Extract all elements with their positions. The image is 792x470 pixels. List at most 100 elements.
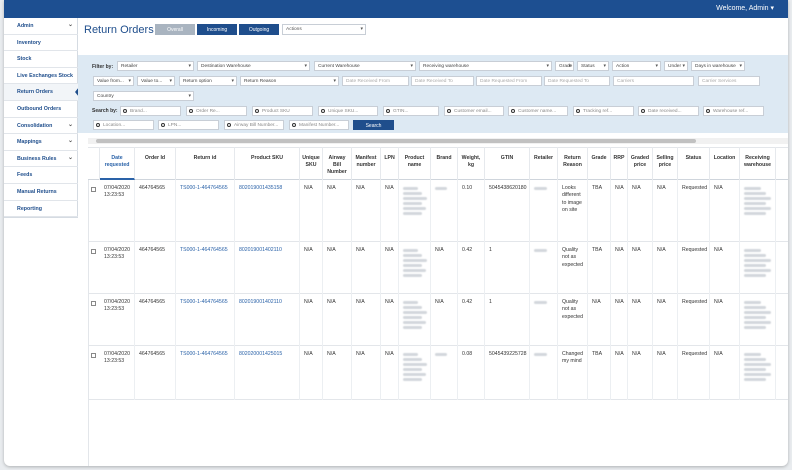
column-header[interactable]: Product SKU bbox=[235, 147, 300, 180]
column-header[interactable]: Manifest number bbox=[352, 147, 381, 180]
column-header[interactable]: Receiving warehouse bbox=[740, 147, 776, 180]
table-row[interactable] bbox=[88, 180, 788, 242]
column-header[interactable]: Airway Bill Number bbox=[323, 147, 352, 180]
sidebar-item[interactable]: Inventory bbox=[4, 35, 78, 52]
column-header[interactable]: Grade bbox=[588, 147, 611, 180]
scrollbar-thumb[interactable] bbox=[96, 139, 696, 143]
search-input[interactable]: Customer email... bbox=[444, 106, 504, 116]
cell-text: N/A bbox=[385, 185, 394, 191]
filter-input[interactable]: Carriers bbox=[613, 76, 694, 86]
sidebar-item[interactable]: Stock bbox=[4, 51, 78, 68]
filter-input[interactable]: Date Received To bbox=[411, 76, 474, 86]
search-input[interactable]: Date received... bbox=[638, 106, 699, 116]
search-input[interactable]: Airway Bill Number... bbox=[224, 120, 284, 130]
filter-input[interactable]: Carrier Services bbox=[698, 76, 760, 86]
sidebar-item[interactable]: Outbound Orders bbox=[4, 101, 78, 118]
filter-input[interactable]: Date Requested To bbox=[544, 76, 610, 86]
blurred-text bbox=[403, 373, 427, 376]
filter-dropdown[interactable]: Under bbox=[664, 61, 688, 71]
row-checkbox[interactable] bbox=[91, 301, 96, 306]
cell-text: N/A bbox=[615, 247, 624, 253]
filter-dropdown[interactable]: Value from... bbox=[93, 76, 134, 86]
search-input[interactable]: Warehouse ref... bbox=[703, 106, 764, 116]
sidebar-item[interactable]: Manual Returns bbox=[4, 184, 78, 201]
table-cell: N/A bbox=[628, 294, 653, 346]
actions-select[interactable]: Actions bbox=[282, 24, 366, 35]
filter-dropdown[interactable]: Grade bbox=[555, 61, 574, 71]
tab[interactable]: Overall bbox=[155, 24, 195, 35]
table-cell: Quality not as expected bbox=[558, 242, 588, 294]
tab[interactable]: Outgoing bbox=[239, 24, 279, 35]
filter-input[interactable]: Date Received From bbox=[342, 76, 409, 86]
column-header[interactable]: Return Reason bbox=[558, 147, 588, 180]
filter-dropdown[interactable]: Value to... bbox=[137, 76, 175, 86]
search-input[interactable]: GTIN... bbox=[383, 106, 439, 116]
filter-dropdown[interactable]: Status bbox=[577, 61, 609, 71]
cell-text: 0.08 bbox=[462, 351, 473, 357]
column-header[interactable]: Graded price bbox=[628, 147, 653, 180]
filter-dropdown[interactable]: Retailer bbox=[117, 61, 194, 71]
column-header[interactable]: Retailer bbox=[530, 147, 558, 180]
filter-dropdown[interactable]: Receiving warehouse bbox=[419, 61, 552, 71]
filter-dropdown[interactable]: Return option bbox=[179, 76, 237, 86]
column-header[interactable]: Return id bbox=[176, 147, 235, 180]
row-checkbox[interactable] bbox=[91, 249, 96, 254]
cell-text: 1 bbox=[489, 247, 492, 253]
sidebar-item[interactable]: Live Exchanges Stock bbox=[4, 68, 78, 85]
sidebar-item[interactable]: Admin ⌄ bbox=[4, 18, 78, 35]
column-header[interactable]: Status bbox=[678, 147, 710, 180]
sidebar-item[interactable]: Consolidation ⌄ bbox=[4, 118, 78, 135]
column-header[interactable]: RRP bbox=[611, 147, 628, 180]
blurred-text bbox=[744, 187, 762, 190]
blurred-text bbox=[744, 378, 766, 381]
sidebar-item[interactable]: Mappings ⌄ bbox=[4, 134, 78, 151]
filter-dropdown[interactable]: Days in warehouse bbox=[691, 61, 745, 71]
column-header[interactable]: Selling price bbox=[653, 147, 678, 180]
column-header[interactable]: Brand bbox=[431, 147, 458, 180]
search-input[interactable]: Manifest Number... bbox=[289, 120, 349, 130]
filter-dropdown[interactable]: Action bbox=[612, 61, 661, 71]
filter-input[interactable]: Date Requested From bbox=[476, 76, 542, 86]
filter-dropdown[interactable]: Return Reason bbox=[240, 76, 339, 86]
tab[interactable]: Incoming bbox=[197, 24, 237, 35]
search-icon bbox=[447, 109, 451, 113]
column-header[interactable]: Date requested bbox=[100, 147, 135, 180]
table-header-bg bbox=[88, 147, 788, 180]
column-header[interactable]: Location bbox=[710, 147, 740, 180]
welcome-menu[interactable]: Welcome, Admin ▾ bbox=[716, 5, 774, 12]
column-header[interactable]: Product name bbox=[399, 147, 431, 180]
table-cell: 0.42 bbox=[458, 242, 485, 294]
search-button[interactable]: Search bbox=[353, 120, 394, 130]
table-cell: N/A bbox=[323, 180, 352, 242]
filter-dropdown[interactable]: Current Warehouse bbox=[314, 61, 416, 71]
column-header[interactable]: LPN bbox=[381, 147, 399, 180]
sidebar-item[interactable]: Feeds bbox=[4, 167, 78, 184]
search-input[interactable]: Location... bbox=[93, 120, 154, 130]
column-header[interactable]: GTIN bbox=[485, 147, 530, 180]
sidebar-item[interactable]: Return Orders bbox=[4, 84, 79, 101]
blurred-text bbox=[403, 301, 418, 304]
search-input[interactable]: Order Re... bbox=[186, 106, 247, 116]
table-cell bbox=[431, 346, 458, 400]
table-row[interactable] bbox=[88, 346, 788, 400]
column-header[interactable]: Unique SKU bbox=[300, 147, 323, 180]
table-row[interactable] bbox=[88, 242, 788, 294]
table: Date requested Order Id Return id Product S… bbox=[4, 0, 788, 466]
search-input[interactable]: Product SKU bbox=[252, 106, 313, 116]
table-row[interactable] bbox=[88, 294, 788, 346]
column-header[interactable]: Weight, kg bbox=[458, 147, 485, 180]
search-input[interactable]: Brand... bbox=[120, 106, 181, 116]
column-header[interactable]: Order Id bbox=[135, 147, 176, 180]
sidebar-item[interactable]: Business Rules ⌄ bbox=[4, 151, 78, 168]
cell-text: N/A bbox=[592, 299, 601, 305]
table-cell bbox=[431, 180, 458, 242]
sidebar-item[interactable]: Reporting bbox=[4, 201, 78, 218]
search-input[interactable]: Unique SKU... bbox=[318, 106, 378, 116]
filter-dropdown[interactable]: Destination Warehouse bbox=[197, 61, 310, 71]
search-input[interactable]: Tracking ref... bbox=[573, 106, 634, 116]
row-checkbox[interactable] bbox=[91, 187, 96, 192]
search-input[interactable]: Customer name... bbox=[508, 106, 568, 116]
filter-dropdown[interactable]: Country bbox=[93, 91, 194, 101]
row-checkbox[interactable] bbox=[91, 353, 96, 358]
search-input[interactable]: LPN... bbox=[158, 120, 219, 130]
